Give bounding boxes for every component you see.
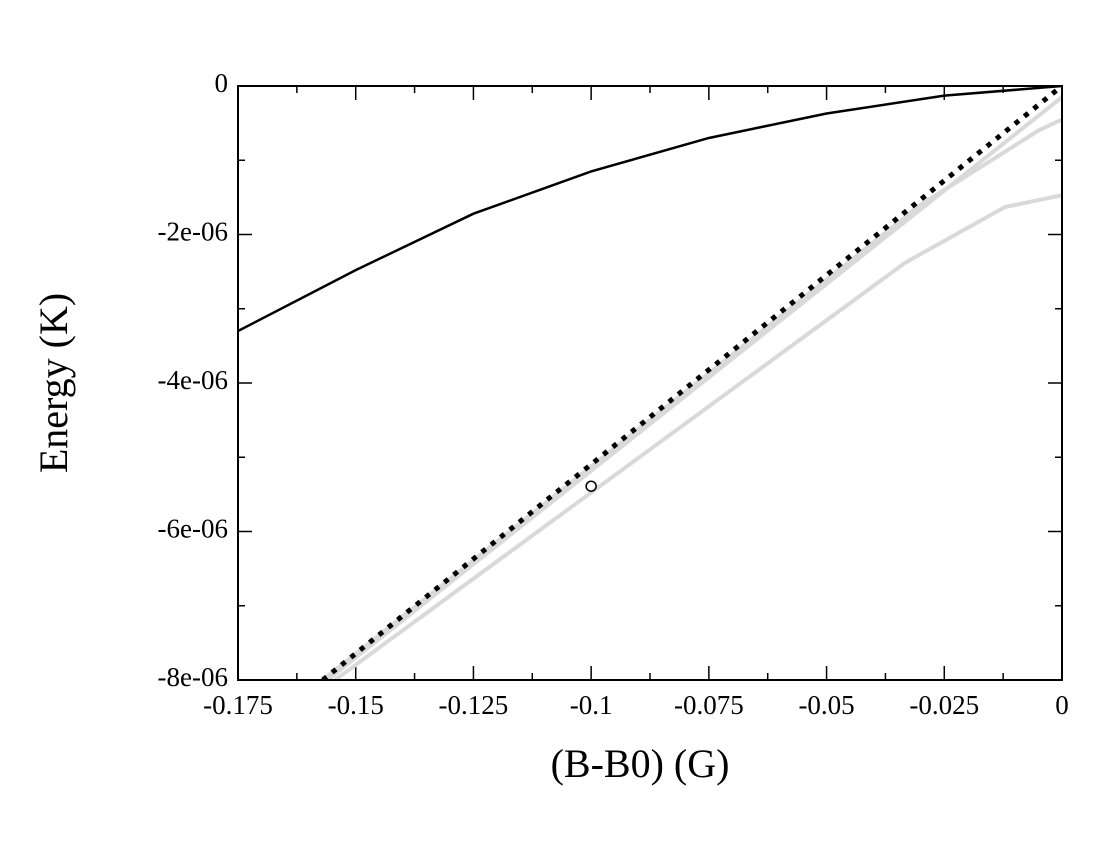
x-tick-label: -0.05 [798, 690, 854, 720]
y-tick-label: -8e-06 [158, 662, 228, 692]
x-tick-label: -0.125 [439, 690, 509, 720]
marker [585, 480, 597, 492]
y-axis-label: Energy (K) [31, 293, 76, 473]
x-tick-label: -0.175 [203, 690, 273, 720]
x-tick-label: -0.025 [909, 690, 979, 720]
series-line [238, 86, 1062, 333]
x-axis-label: (B-B0) (G) [551, 741, 730, 786]
y-tick-label: -2e-06 [158, 217, 228, 247]
y-tick-label: -4e-06 [158, 365, 228, 395]
x-tick-label: 0 [1055, 690, 1069, 720]
y-tick-label: -6e-06 [158, 514, 228, 544]
series-line [326, 95, 1062, 680]
series-line [333, 193, 1062, 680]
plot-frame [237, 85, 1063, 681]
series-line [321, 86, 1062, 680]
series-line [321, 117, 1062, 680]
plot-area [238, 86, 1062, 680]
x-tick-label: -0.15 [328, 690, 384, 720]
x-tick-label: -0.075 [674, 690, 744, 720]
x-tick-label: -0.1 [570, 690, 613, 720]
y-tick-label: 0 [215, 68, 229, 98]
